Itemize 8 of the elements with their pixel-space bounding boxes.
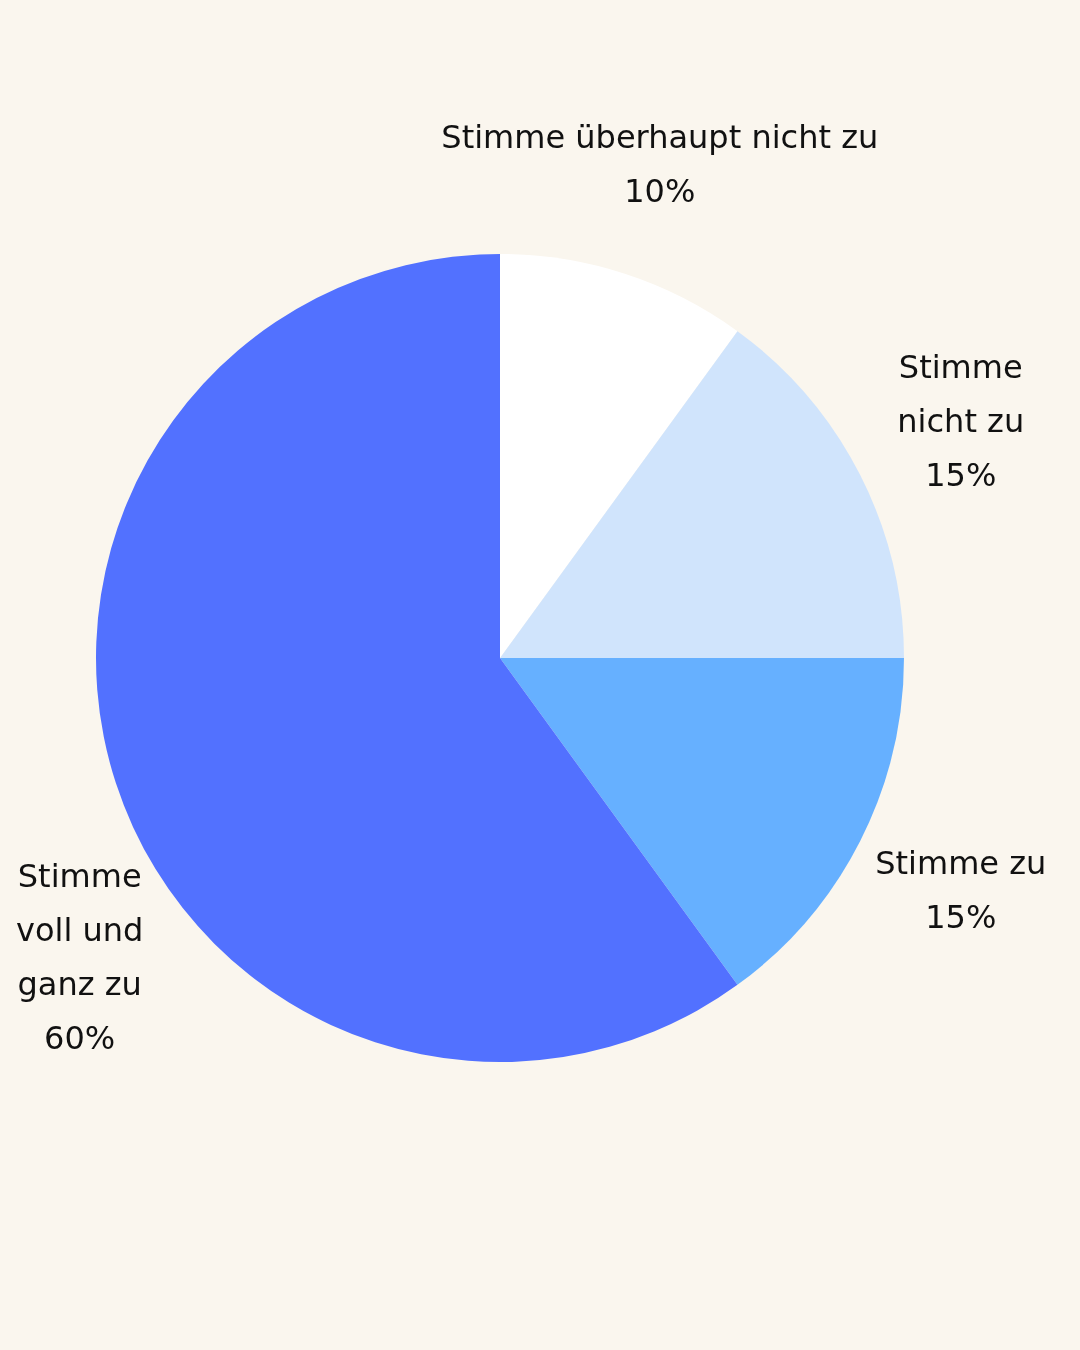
slice-label: Stimme voll und ganz zu [16, 856, 144, 1003]
data-label: 15% [925, 455, 997, 494]
slice-label: Stimme zu [875, 844, 1047, 883]
data-label: 60% [44, 1018, 116, 1057]
data-label: 15% [925, 898, 997, 937]
data-label: 10% [624, 171, 696, 210]
slice-label: Stimme überhaupt nicht zu [441, 117, 879, 156]
slice-label: Stimme nicht zu [897, 347, 1025, 440]
